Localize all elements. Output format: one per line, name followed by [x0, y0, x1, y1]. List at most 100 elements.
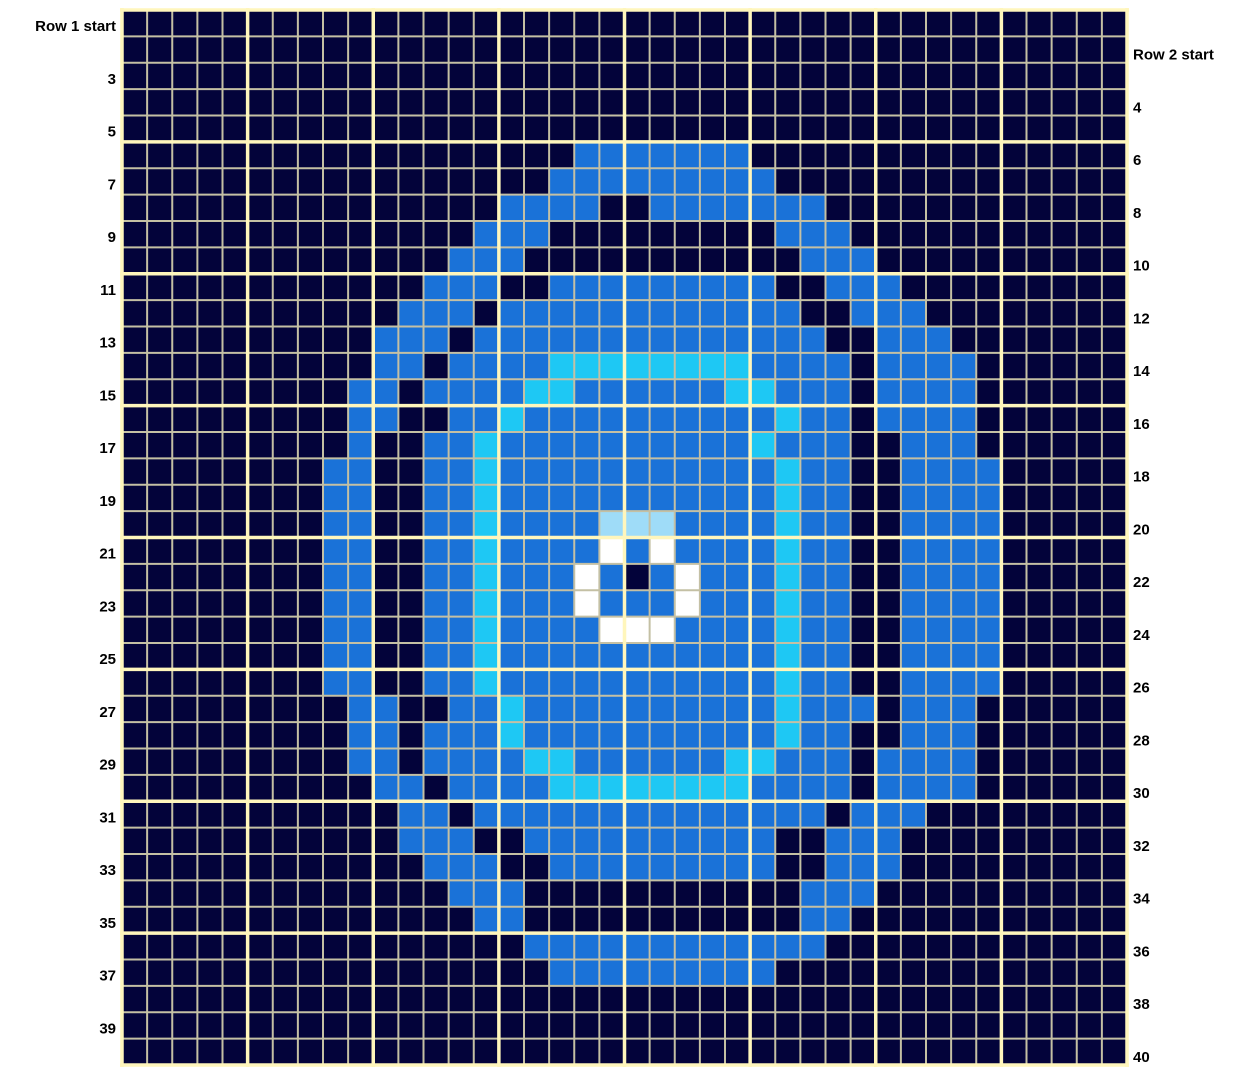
row-label: Row 1 start: [35, 18, 116, 35]
cell: [850, 854, 877, 881]
cell: [624, 247, 651, 275]
cell: [674, 906, 701, 934]
cell: [473, 379, 500, 407]
cell: [574, 933, 600, 960]
cell: [750, 827, 776, 855]
cell: [1051, 379, 1078, 407]
cell: [699, 10, 726, 37]
cell: [147, 669, 173, 697]
cell: [775, 300, 801, 327]
cell: [1051, 563, 1078, 591]
cell: [398, 1012, 424, 1040]
cell: [1101, 141, 1128, 169]
cell: [674, 827, 701, 855]
cell: [1076, 89, 1103, 116]
cell: [498, 748, 525, 776]
cell: [1051, 405, 1078, 433]
cell: [423, 1038, 450, 1066]
cell: [524, 880, 550, 908]
cell: [122, 563, 148, 591]
cell: [197, 933, 223, 960]
cell: [147, 247, 173, 275]
cell: [1101, 1038, 1128, 1066]
cell: [850, 194, 877, 222]
cell: [549, 801, 575, 829]
cell: [825, 36, 852, 64]
cell: [649, 801, 676, 829]
cell: [599, 432, 625, 459]
cell: [850, 326, 877, 354]
cell: [498, 405, 525, 433]
cell: [348, 247, 374, 275]
cell: [373, 1012, 399, 1040]
cell: [875, 36, 902, 64]
cell: [222, 168, 249, 196]
cell: [1051, 959, 1078, 987]
cell: [1051, 352, 1078, 380]
row-label: 18: [1133, 469, 1150, 486]
cell: [1051, 933, 1078, 960]
cell: [348, 959, 374, 987]
cell: [649, 352, 676, 380]
cell: [297, 247, 324, 275]
cell: [674, 511, 701, 538]
cell: [373, 616, 399, 644]
cell: [976, 906, 1002, 934]
cell: [674, 405, 701, 433]
cell: [775, 959, 801, 987]
cell: [524, 669, 550, 697]
cell: [699, 669, 726, 697]
cell: [1101, 774, 1128, 802]
cell: [448, 10, 475, 37]
cell: [348, 985, 374, 1013]
cell: [1101, 854, 1128, 881]
cell: [1001, 326, 1027, 354]
cell: [750, 115, 776, 143]
cell: [549, 669, 575, 697]
cell: [247, 221, 274, 248]
cell: [599, 405, 625, 433]
cell: [750, 854, 776, 881]
cell: [800, 1038, 826, 1066]
cell: [976, 827, 1002, 855]
row-label: 39: [99, 1020, 116, 1037]
cell: [323, 801, 349, 829]
cell: [599, 854, 625, 881]
cell: [549, 933, 575, 960]
cell: [875, 722, 902, 749]
cell: [649, 906, 676, 934]
cell: [699, 563, 726, 591]
cell: [699, 880, 726, 908]
cell: [247, 432, 274, 459]
cell: [1076, 590, 1103, 618]
cell: [951, 1038, 977, 1066]
cell: [147, 458, 173, 486]
cell: [147, 89, 173, 116]
cell: [699, 643, 726, 670]
cell: [448, 880, 475, 908]
cell: [825, 537, 852, 565]
cell: [247, 854, 274, 881]
row-label: 20: [1133, 521, 1150, 538]
cell: [323, 774, 349, 802]
cell: [297, 985, 324, 1013]
cell: [926, 89, 952, 116]
cell: [875, 168, 902, 196]
cell: [951, 141, 977, 169]
row-label: 36: [1133, 943, 1150, 960]
cell: [1076, 695, 1103, 723]
cell: [750, 221, 776, 248]
cell: [574, 432, 600, 459]
cell: [524, 695, 550, 723]
cell: [850, 906, 877, 934]
cell: [297, 432, 324, 459]
cell: [599, 695, 625, 723]
cell: [147, 643, 173, 670]
cell: [1026, 774, 1053, 802]
cell: [297, 563, 324, 591]
cell: [775, 62, 801, 90]
cell: [624, 985, 651, 1013]
cell: [599, 643, 625, 670]
cell: [423, 616, 450, 644]
